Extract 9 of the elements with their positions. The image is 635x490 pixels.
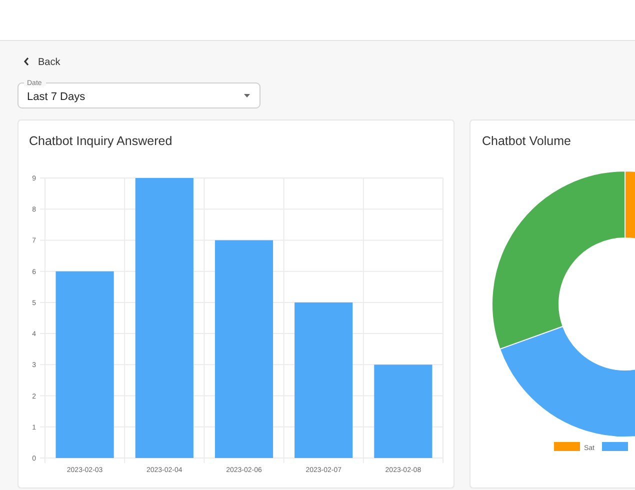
- text: Last 7 Days: [27, 91, 86, 103]
- chart-title: Chatbot Volume: [482, 134, 571, 148]
- bar: [374, 364, 432, 458]
- text: Back: [38, 57, 62, 68]
- chart-title: Chatbot Inquiry Answered: [29, 134, 172, 148]
- bar: [56, 271, 114, 458]
- bar: [214, 240, 274, 458]
- bar: [135, 178, 194, 458]
- bar: [294, 302, 353, 458]
